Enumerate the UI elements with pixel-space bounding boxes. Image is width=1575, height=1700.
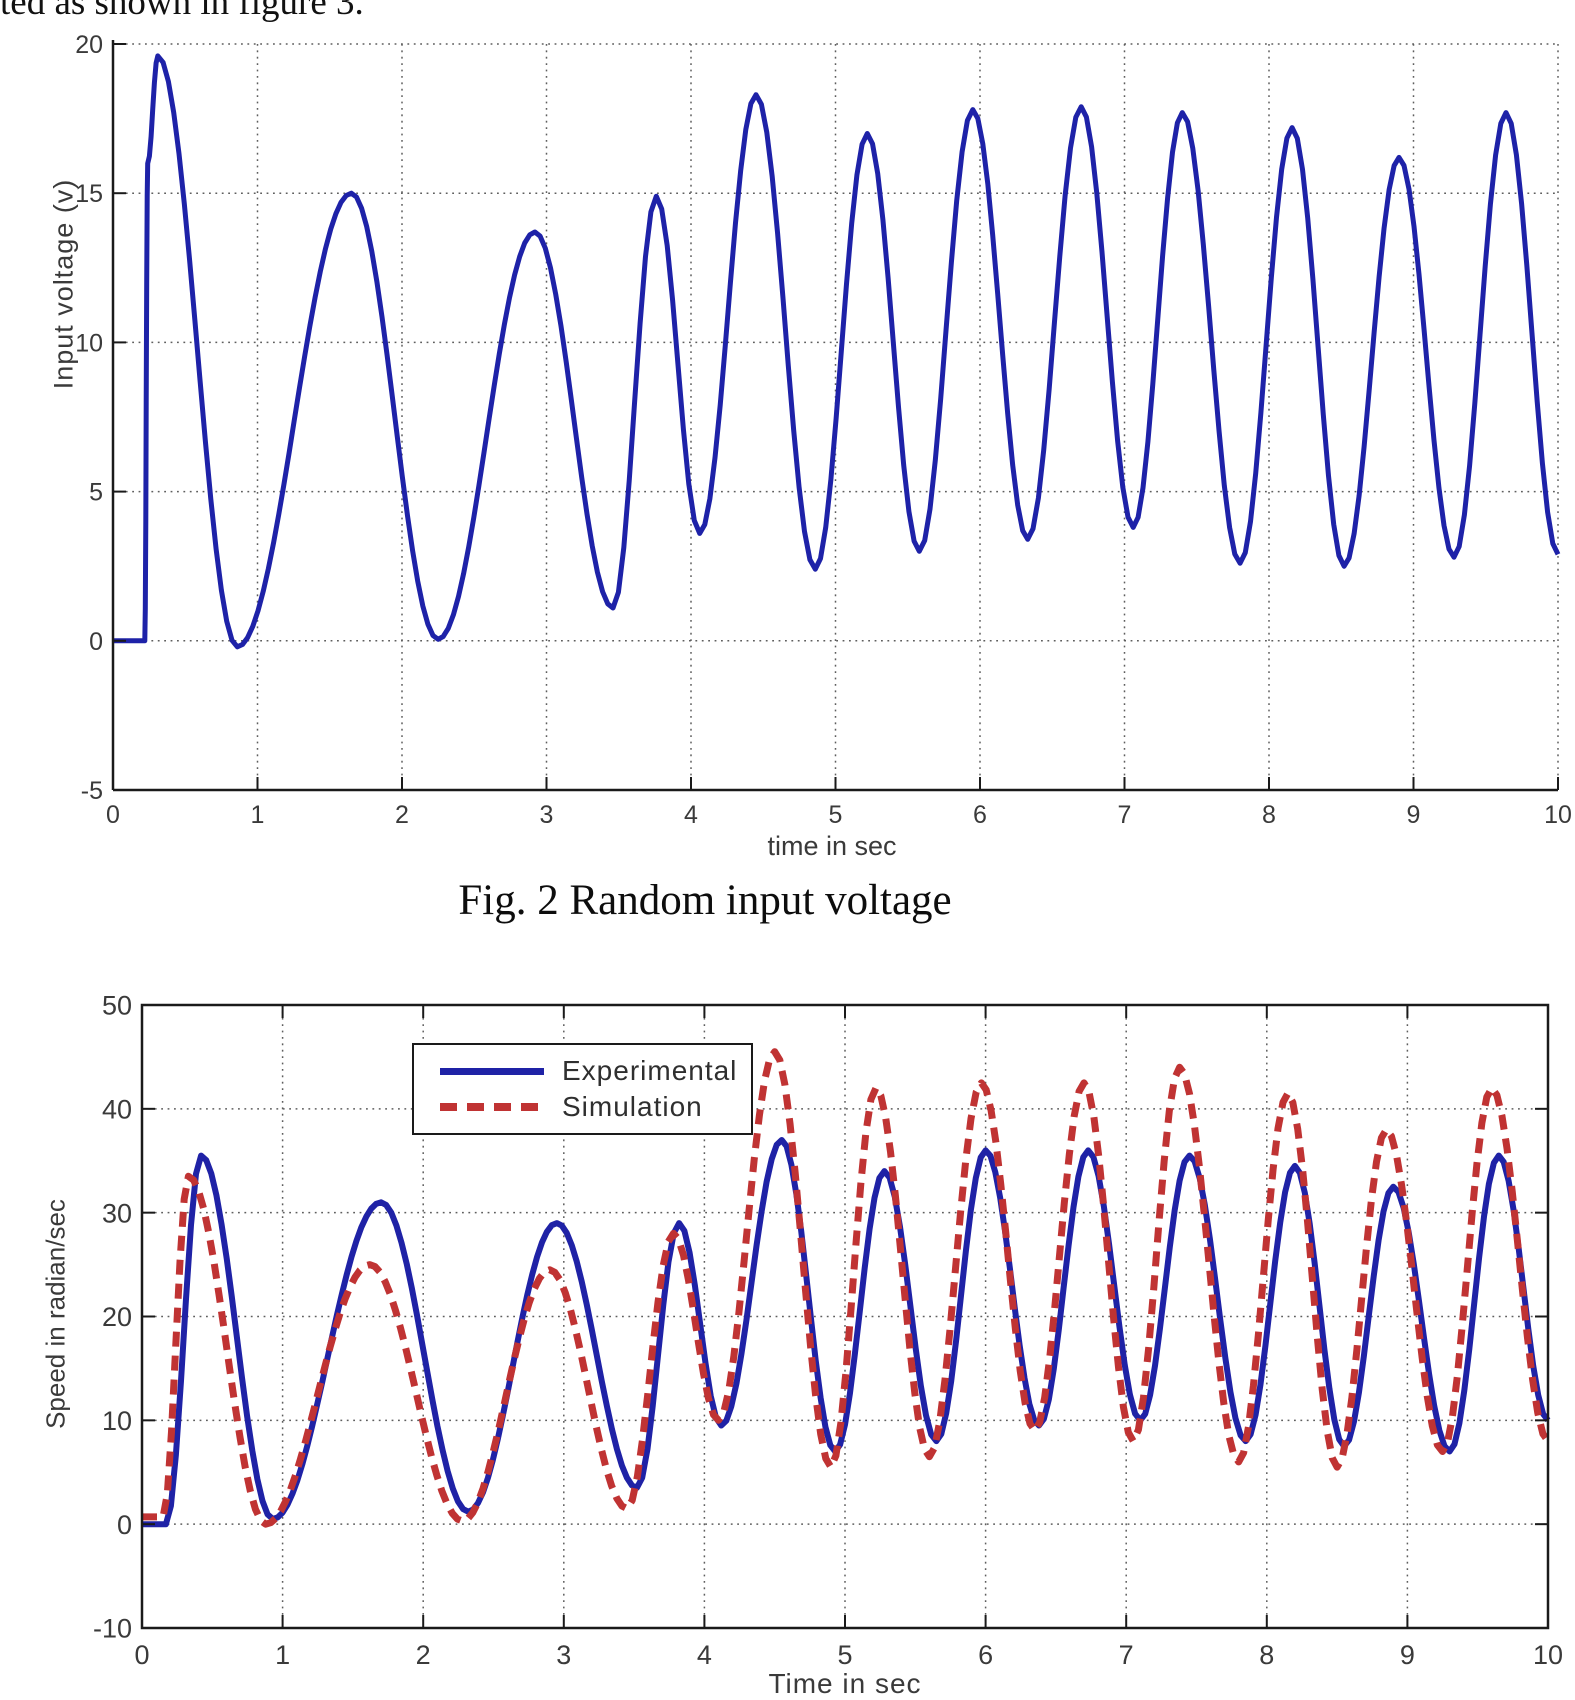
svg-text:20: 20 [102,1302,132,1332]
legend-item-simulation: Simulation [440,1091,751,1123]
simulation-line-sample [440,1103,544,1111]
svg-text:-10: -10 [93,1614,132,1644]
svg-text:4: 4 [684,801,698,829]
svg-text:0: 0 [134,1640,149,1670]
chart1-x-axis-label: time in sec [767,831,897,861]
svg-text:2: 2 [416,1640,431,1670]
svg-text:0: 0 [89,628,103,656]
svg-text:7: 7 [1118,801,1132,829]
svg-text:2: 2 [395,801,409,829]
svg-text:7: 7 [1119,1640,1134,1670]
svg-text:4: 4 [697,1640,712,1670]
svg-text:0: 0 [106,801,120,829]
svg-text:9: 9 [1400,1640,1415,1670]
svg-text:8: 8 [1259,1640,1274,1670]
svg-text:6: 6 [973,801,987,829]
chart2-x-axis-label: Time in sec [768,1668,922,1699]
svg-text:15: 15 [75,180,103,208]
cropped-paragraph-text-content: ted as shown in figure 3. [0,0,364,23]
svg-text:9: 9 [1407,801,1421,829]
svg-text:10: 10 [75,329,103,357]
svg-text:5: 5 [837,1640,852,1670]
svg-text:1: 1 [275,1640,290,1670]
svg-text:10: 10 [1544,801,1572,829]
svg-text:3: 3 [556,1640,571,1670]
svg-text:6: 6 [978,1640,993,1670]
svg-text:50: 50 [102,991,132,1021]
svg-text:8: 8 [1262,801,1276,829]
svg-text:5: 5 [89,479,103,507]
svg-text:10: 10 [1533,1640,1563,1670]
cropped-paragraph-text: ted as shown in figure 3. [0,0,1000,24]
svg-text:40: 40 [102,1095,132,1125]
chart2-y-axis-label: Speed in radian/sec [40,1199,71,1429]
svg-text:5: 5 [829,801,843,829]
svg-text:10: 10 [102,1406,132,1436]
svg-text:3: 3 [540,801,554,829]
figure-caption: Fig. 2 Random input voltage [458,877,952,924]
svg-text:1: 1 [251,801,265,829]
chart1-y-axis-label: Input voltage (v) [48,178,79,390]
experimental-line-sample [440,1067,544,1075]
chart2-legend: Experimental Simulation [412,1043,753,1135]
legend-item-experimental: Experimental [440,1055,751,1087]
legend-label-simulation: Simulation [562,1091,703,1122]
svg-text:30: 30 [102,1198,132,1228]
svg-text:0: 0 [117,1510,132,1540]
svg-text:20: 20 [75,31,103,59]
svg-text:-5: -5 [81,777,103,805]
legend-label-experimental: Experimental [562,1055,738,1086]
